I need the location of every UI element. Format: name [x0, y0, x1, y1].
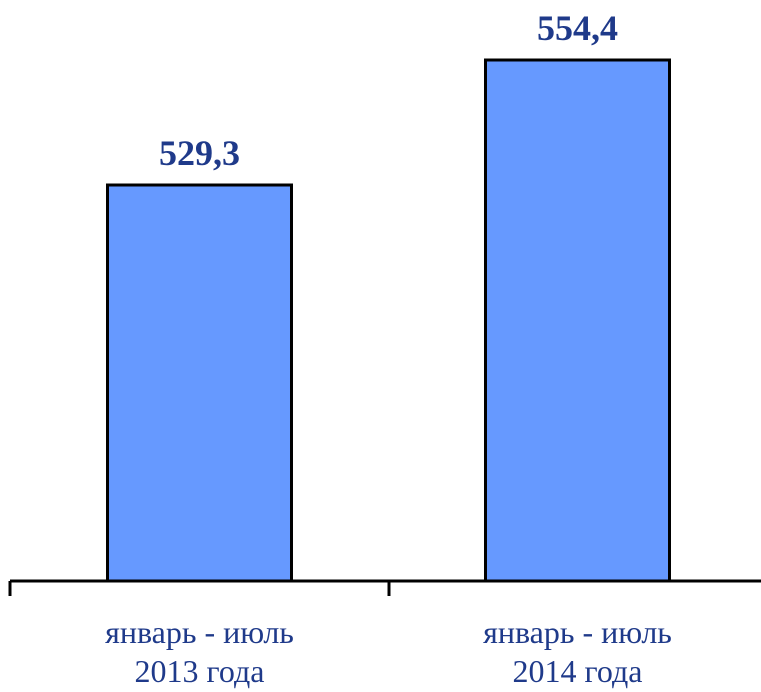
category-label: январь - июль [105, 614, 294, 650]
category-label: январь - июль [483, 614, 672, 650]
x-axis [8, 579, 761, 596]
category-label: 2013 года [135, 653, 265, 689]
category-label: 2014 года [513, 653, 643, 689]
bar [484, 58, 671, 583]
data-labels-group: 529,3 554,4 [159, 8, 618, 173]
bar [106, 183, 293, 583]
data-label: 554,4 [537, 8, 618, 48]
data-label: 529,3 [159, 133, 240, 173]
bars-group [106, 58, 671, 583]
